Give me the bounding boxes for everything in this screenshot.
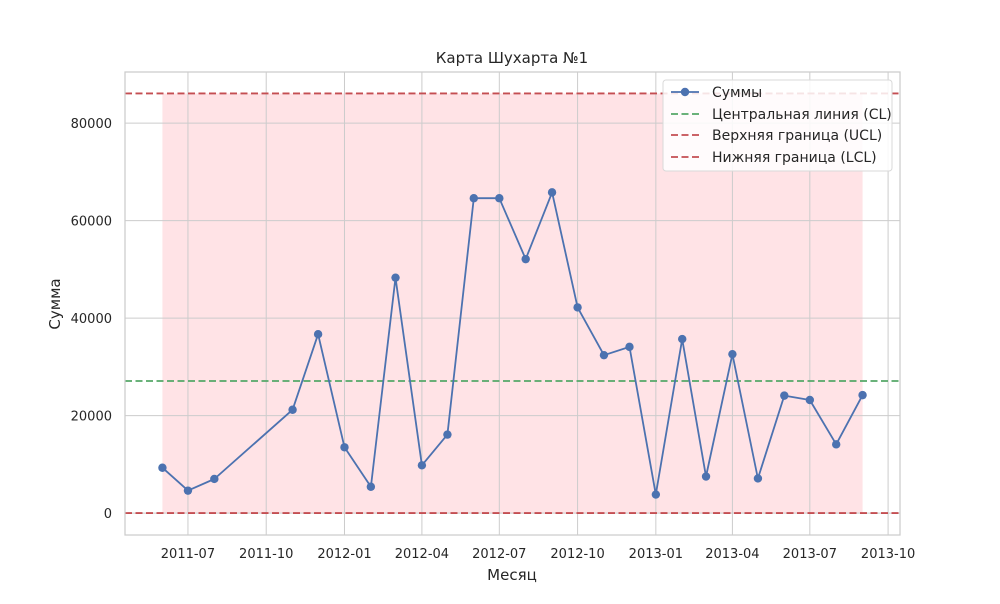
chart-title: Карта Шухарта №1 [436, 49, 588, 67]
data-point [858, 390, 867, 400]
legend-item-series: Суммы [671, 85, 762, 101]
legend-label-series: Суммы [712, 85, 762, 101]
legend: Суммы Центральная линия (CL) Верхняя гра… [662, 79, 893, 172]
data-point [728, 349, 737, 359]
data-point [678, 334, 687, 344]
data-point [805, 395, 815, 405]
series-layer [158, 188, 867, 499]
y-tick-label: 0 [104, 507, 112, 522]
data-point [753, 474, 763, 483]
x-tick-label: 2012-01 [317, 547, 371, 562]
data-point [443, 430, 452, 439]
legend-label-cl: Центральная линия (CL) [712, 107, 892, 123]
data-point [547, 188, 557, 197]
data-point [831, 440, 841, 449]
x-tick-label: 2013-01 [629, 547, 683, 562]
legend-label-ucl: Верхняя граница (UCL) [712, 128, 882, 144]
data-point [599, 350, 609, 360]
plot-frame [124, 71, 901, 536]
data-point [288, 405, 297, 414]
x-tick-label: 2013-04 [705, 547, 759, 562]
legend-series-marker [680, 87, 690, 97]
data-point [158, 463, 167, 472]
x-tick-label: 2011-10 [239, 547, 293, 562]
data-point [573, 303, 582, 312]
x-tick-label: 2012-10 [550, 547, 604, 562]
data-point [391, 273, 400, 282]
data-point [521, 254, 530, 264]
x-tick-label: 2013-07 [783, 547, 837, 562]
data-point [366, 482, 376, 491]
legend-item-cl: Центральная линия (CL) [671, 107, 892, 123]
legend-item-lcl: Нижняя граница (LCL) [671, 150, 877, 166]
data-point [210, 474, 219, 484]
y-tick-label: 80000 [71, 117, 112, 132]
x-tick-label: 2012-04 [395, 547, 449, 562]
x-axis-label: Месяц [487, 566, 537, 584]
data-point [701, 472, 711, 481]
x-tick-label: 2012-07 [472, 547, 526, 562]
data-point [183, 486, 193, 495]
data-point [417, 461, 427, 470]
y-axis-label: Сумма [46, 278, 64, 329]
y-tick-label: 20000 [71, 410, 112, 425]
x-tick-label: 2011-07 [161, 547, 215, 562]
data-point [340, 443, 349, 452]
x-tick-label: 2013-10 [861, 547, 915, 562]
tick-labels-layer: 2011-07 2011-10 2012-01 2012-04 2012-07 2012-… [71, 117, 916, 562]
grid-layer [125, 72, 900, 535]
y-tick-label: 40000 [71, 312, 112, 327]
series-line-summy [161, 191, 864, 496]
data-point [625, 342, 634, 352]
legend-item-ucl: Верхняя граница (UCL) [671, 128, 882, 144]
data-point [651, 490, 661, 499]
legend-box [662, 79, 893, 172]
legend-label-lcl: Нижняя граница (LCL) [712, 150, 877, 166]
data-point [313, 330, 323, 339]
data-point [469, 194, 478, 203]
data-point [780, 391, 789, 400]
data-point [495, 194, 504, 203]
y-tick-label: 60000 [71, 215, 112, 230]
